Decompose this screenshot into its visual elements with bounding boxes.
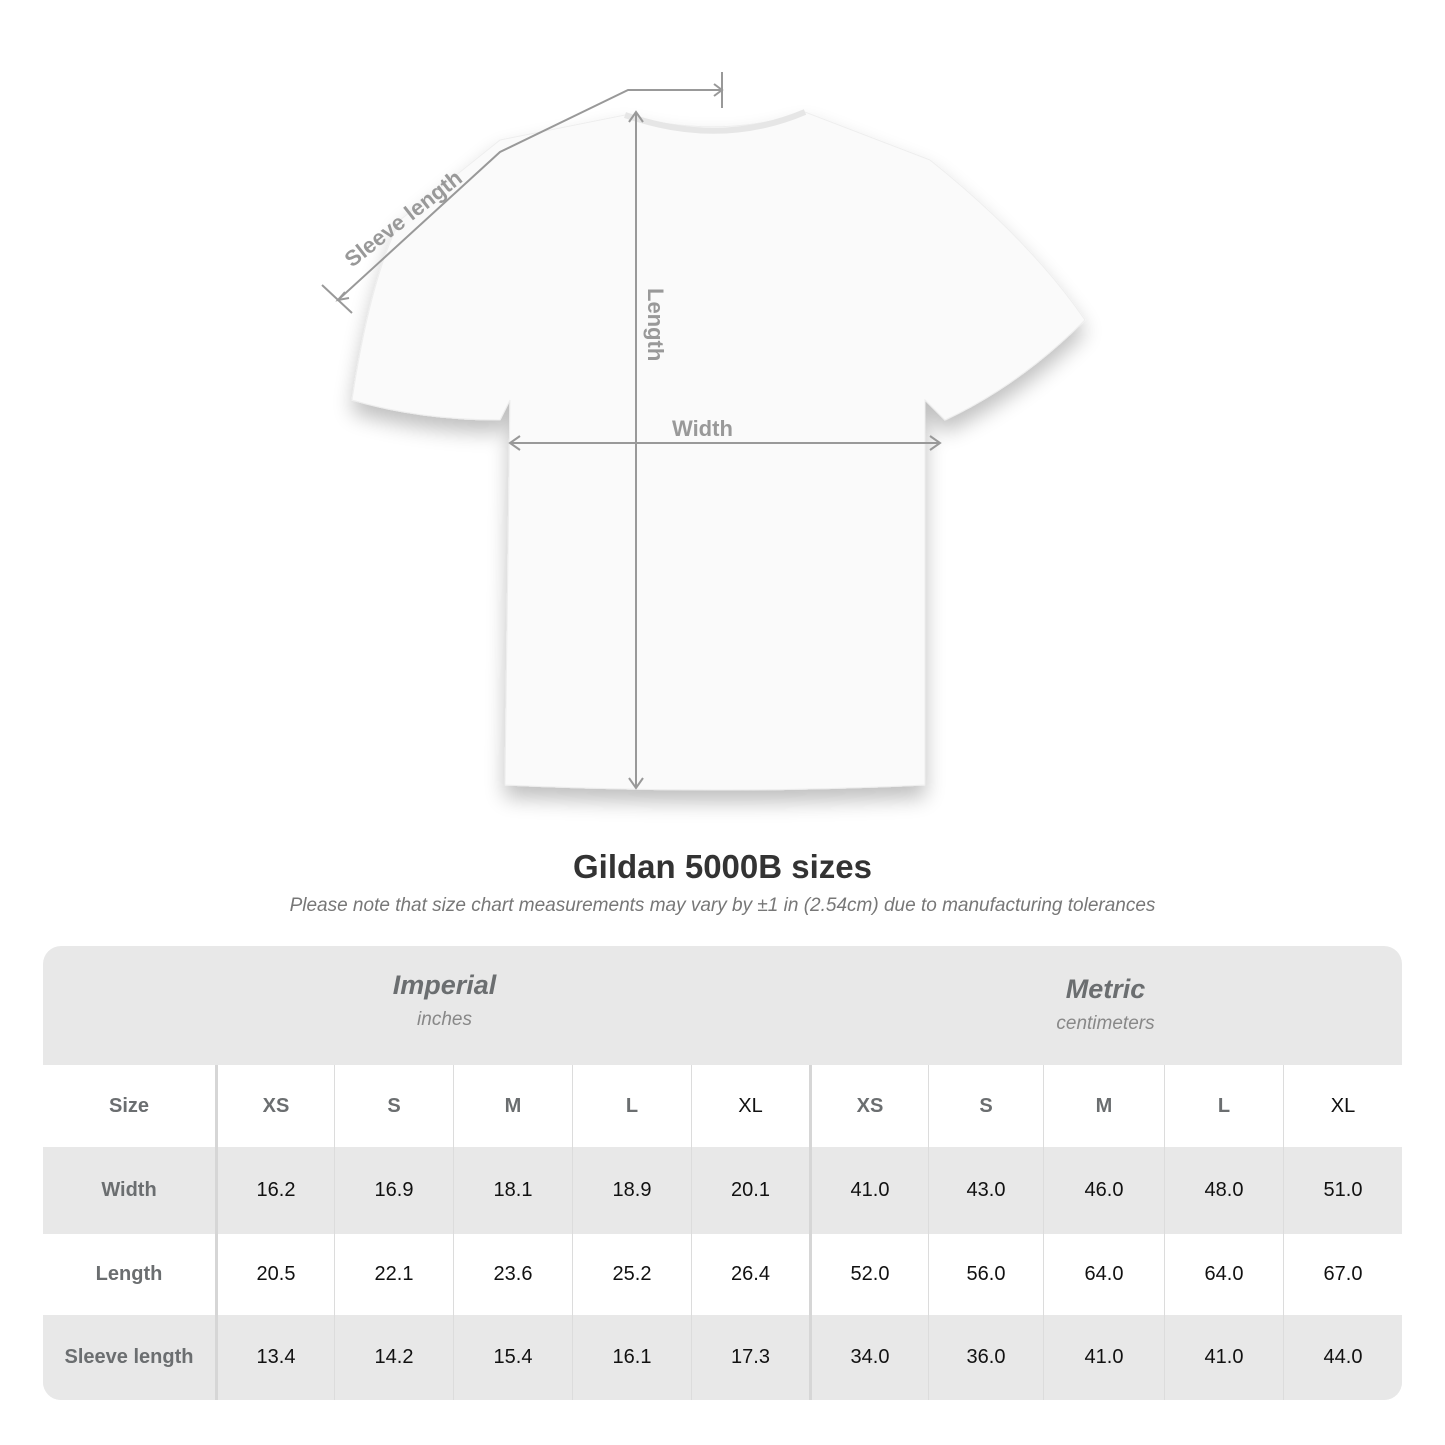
metric-size-header: XS [809,1065,928,1147]
row-label: Width [101,1179,157,1201]
width-arrow [508,435,942,451]
row-label: Sleeve length [64,1346,194,1368]
metric-value-cell: 51.0 [1283,1147,1402,1234]
tshirt-shape [351,111,1086,791]
sleeve-arrow [337,89,722,301]
imperial-value-cell: 23.6 [453,1234,572,1315]
metric-value-cell: 41.0 [1043,1315,1164,1400]
imperial-value-cell: 16.9 [334,1147,453,1234]
imperial-value-cell: 26.4 [691,1234,809,1315]
metric-label: Metric [1065,974,1146,1004]
imperial-value-cell: 18.1 [453,1147,572,1234]
tolerance-note: Please note that size chart measurements… [289,895,1156,916]
metric-size-header: XL [1283,1065,1402,1147]
size-header-label: Size [108,1094,150,1117]
table-row: Width 16.2 16.9 18.1 18.9 20.1 41.0 43.0 46.0 48.… [43,1147,1402,1234]
length-arrow [628,110,644,790]
length-label: Length [643,288,668,361]
imperial-size-header: M [453,1065,572,1147]
metric-size-header: M [1043,1065,1164,1147]
metric-value-cell: 64.0 [1164,1234,1283,1315]
metric-value-cell: 52.0 [809,1234,928,1315]
imperial-value-cell: 25.2 [572,1234,691,1315]
tshirt-diagram: Sleeve length Length Width [321,72,1086,791]
imperial-value-cell: 14.2 [334,1315,453,1400]
imperial-unit: inches [417,1009,472,1030]
imperial-value-cell: 18.9 [572,1147,691,1234]
metric-value-cell: 41.0 [809,1147,928,1234]
imperial-header: Imperial inches [215,970,674,1089]
metric-size-header: L [1164,1065,1283,1147]
metric-value-cell: 41.0 [1164,1315,1283,1400]
metric-unit: centimeters [1056,1013,1155,1034]
imperial-size-header: S [334,1065,453,1147]
size-header-row: Size XS S M L XL XS S M L XL [43,1065,1402,1147]
metric-header: Metric centimeters [809,974,1402,1093]
imperial-value-cell: 17.3 [691,1315,809,1400]
imperial-size-header: L [572,1065,691,1147]
imperial-value-cell: 22.1 [334,1234,453,1315]
metric-value-cell: 46.0 [1043,1147,1164,1234]
imperial-value-cell: 16.2 [215,1147,334,1234]
row-label: Length [95,1263,163,1285]
metric-value-cell: 64.0 [1043,1234,1164,1315]
width-label: Width [672,416,733,441]
imperial-value-cell: 20.1 [691,1147,809,1234]
table-row: Sleeve length 13.4 14.2 15.4 16.1 17.3 34.0 36.… [43,1315,1402,1400]
metric-value-cell: 43.0 [928,1147,1043,1234]
metric-size-header: S [928,1065,1043,1147]
table-row: Length 20.5 22.1 23.6 25.2 26.4 52.0 56.0 64.0 64… [43,1234,1402,1315]
imperial-value-cell: 20.5 [215,1234,334,1315]
metric-value-cell: 36.0 [928,1315,1043,1400]
metric-value-cell: 67.0 [1283,1234,1402,1315]
size-table: Imperial inches Metric centimeters Size X… [43,946,1402,1400]
metric-value-cell: 34.0 [809,1315,928,1400]
metric-value-cell: 48.0 [1164,1147,1283,1234]
imperial-value-cell: 15.4 [453,1315,572,1400]
imperial-size-header: XL [691,1065,809,1147]
page-title: Gildan 5000B sizes [573,848,872,885]
imperial-value-cell: 16.1 [572,1315,691,1400]
metric-value-cell: 44.0 [1283,1315,1402,1400]
imperial-size-header: XS [215,1065,334,1147]
metric-value-cell: 56.0 [928,1234,1043,1315]
imperial-value-cell: 13.4 [215,1315,334,1400]
imperial-label: Imperial [392,970,497,1000]
